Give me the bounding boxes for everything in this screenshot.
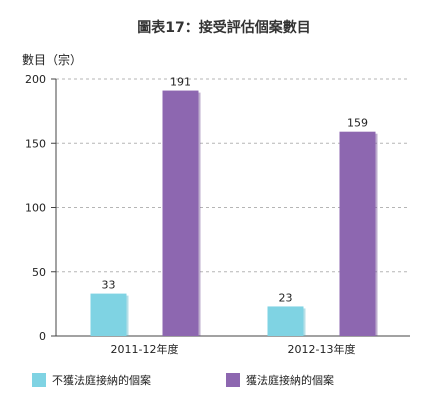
y-tick-label-0: 0 (39, 330, 46, 343)
y-tick-label-100: 100 (25, 202, 46, 215)
bar-value-label-1-1: 159 (347, 117, 368, 130)
chart-title: 圖表17：接受評估個案數目 (137, 20, 311, 36)
legend-swatch-rejected (32, 373, 46, 387)
bar-1-1 (339, 131, 376, 336)
legend-label-rejected: 不獲法庭接納的個案 (52, 374, 151, 387)
bar-value-label-1-0: 23 (279, 291, 293, 304)
y-axis-label: 數目（宗） (22, 53, 83, 67)
y-tick-label-150: 150 (25, 137, 46, 150)
bar-0-0 (90, 293, 127, 336)
bar-0-1 (162, 90, 199, 336)
bar-value-label-0-0: 33 (102, 279, 116, 292)
bar-1-0 (267, 306, 304, 336)
legend-item-rejected: 不獲法庭接納的個案 (32, 372, 151, 388)
x-category-label-0: 2011-12年度 (111, 342, 179, 356)
legend-item-accepted: 獲法庭接納的個案 (226, 372, 334, 388)
x-category-label-1: 2012-13年度 (288, 342, 356, 356)
legend-label-accepted: 獲法庭接納的個案 (246, 374, 334, 387)
y-tick-label-50: 50 (32, 266, 46, 279)
legend-swatch-accepted (226, 373, 240, 387)
bar-value-label-0-1: 191 (170, 76, 191, 89)
y-tick-label-200: 200 (25, 73, 46, 86)
